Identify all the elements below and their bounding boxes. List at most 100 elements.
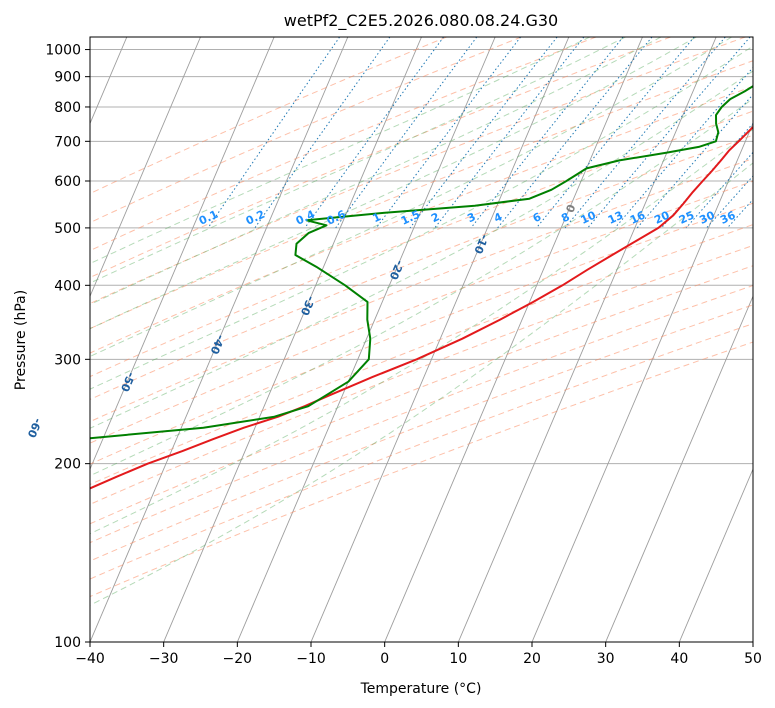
moist-adiabat-line [90,37,732,358]
mixing-ratio-line [685,151,753,229]
isotherm-label: -60 [24,416,44,440]
y-axis: 100 200 300 400 500 600 700 800 900 1000 [45,43,90,651]
dewpoint-line [90,84,753,440]
isotherm-line [236,37,496,642]
background-lines [90,37,753,642]
mixing-ratio-label: 4 [492,210,505,225]
isotherm-label: -50 [118,370,138,394]
x-tick-label: 0 [380,651,389,667]
isotherm-line [90,37,349,642]
y-tick-label: 600 [54,174,81,190]
dry-adiabat-line [90,60,753,330]
mixing-ratio-line [564,37,726,229]
moist-adiabat-line [90,37,662,306]
x-tick-label: 10 [449,651,467,667]
y-tick-label: 100 [54,635,81,651]
mixing-ratio-line [254,37,391,229]
y-tick-label: 1000 [45,43,81,59]
mixing-ratio-line [335,37,478,229]
dry-adiabat-line [90,157,753,423]
y-tick-label: 400 [54,278,81,294]
mixing-ratio-label: 10 [579,208,599,226]
moist-adiabat-line [90,128,753,535]
moist-adiabat-line [90,37,626,284]
mixing-ratio-line [536,37,695,229]
mixing-ratio-line [375,37,521,229]
mixing-ratio-line [409,37,558,229]
mixing-ratio-label: 36 [718,208,738,226]
dry-adiabat-line [90,224,753,486]
x-tick-label: −20 [223,651,253,667]
dry-adiabat-line [90,37,597,252]
dry-adiabat-line [90,85,753,354]
mixing-ratio-line [727,198,753,229]
moist-adiabat-line [90,45,753,390]
mixing-ratio-label: 25 [677,209,696,227]
mixing-ratio-label: 30 [697,208,717,226]
moist-adiabat-line [90,37,697,330]
mixing-ratio-line [304,37,444,229]
mixing-ratio-label: 16 [628,208,648,226]
isotherm-line [457,37,717,642]
x-tick-label: 40 [670,651,688,667]
y-tick-label: 300 [54,352,81,368]
mixing-ratio-label: 13 [606,209,625,227]
x-axis: −40 −30 −20 −10 0 10 20 30 40 50 [75,642,762,667]
x-tick-label: 20 [523,651,541,667]
x-axis-label: Temperature (°C) [360,681,482,697]
dry-adiabat-line [90,304,753,562]
x-tick-label: −10 [296,651,326,667]
mixing-ratio-label: 2 [429,210,441,225]
isotherm-label: -40 [207,333,227,357]
dry-adiabat-line [90,180,753,444]
mixing-ratio-line [497,37,653,229]
isotherm-line [752,640,753,642]
mixing-ratio-label: 8 [559,210,571,225]
isotherm-line [605,295,753,642]
dry-adiabat-line [90,134,753,400]
x-tick-label: −40 [75,651,105,667]
y-tick-label: 700 [54,134,81,150]
y-tick-label: 500 [54,221,81,237]
y-tick-label: 900 [54,70,81,86]
sounding-series [90,84,753,490]
moist-adiabat-line [90,70,753,429]
mixing-ratio-label: 20 [652,208,672,226]
mixing-ratio-label: 3 [465,210,477,225]
isotherm-line [90,37,275,471]
dry-adiabat-line [90,341,753,598]
dry-adiabat-line [90,37,671,279]
isotherm-line [90,37,201,298]
dry-adiabat-line [90,284,753,544]
dry-adiabat-line [90,110,753,378]
moist-adiabat-line [90,162,753,606]
isotherm-line [163,37,422,642]
isotherm-label: -20 [386,258,406,282]
mixing-ratio-line [207,37,341,229]
dry-adiabat-line [90,37,522,224]
mixing-ratio-line [434,37,585,229]
dry-adiabat-line [90,244,753,505]
moist-adiabat-line [90,37,591,265]
chart-title: wetPf2_C2E5.2026.080.08.24.G30 [284,11,558,31]
x-tick-label: −30 [149,651,179,667]
mixing-ratio-line [470,37,624,229]
isotherm-label: -30 [298,294,318,318]
dry-adiabat-line [90,37,746,305]
y-axis-label: Pressure (hPa) [13,290,29,390]
mixing-ratio-line [636,93,753,229]
reference-line-labels: -100-90-80-70-60-50-40-30-20-1000.10.20.… [24,202,738,440]
isotherm-line [678,467,753,642]
isotherm-line [384,37,643,642]
isotherm-label: -10 [471,232,491,256]
y-tick-label: 800 [54,100,81,116]
temperature-line [90,125,753,490]
dry-adiabat-line [90,202,753,465]
x-tick-label: 30 [597,651,615,667]
dry-adiabat-line [90,37,447,195]
y-tick-label: 200 [54,457,81,473]
x-tick-label: 50 [744,651,762,667]
mixing-ratio-label: 0.2 [244,208,267,228]
mixing-ratio-label: 0.6 [325,208,348,228]
